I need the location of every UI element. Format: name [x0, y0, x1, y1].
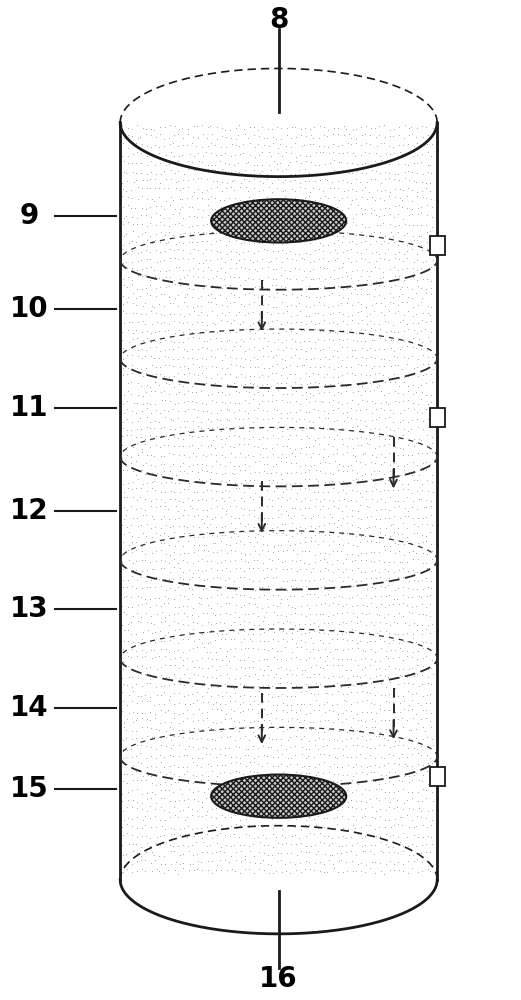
Text: 13: 13 — [10, 595, 48, 623]
Bar — [430, 767, 445, 786]
Text: 8: 8 — [269, 6, 289, 34]
Ellipse shape — [211, 775, 346, 818]
Ellipse shape — [211, 199, 346, 243]
Text: 14: 14 — [10, 694, 48, 722]
Text: 11: 11 — [10, 394, 48, 422]
Bar — [430, 236, 445, 255]
Text: 16: 16 — [259, 965, 298, 993]
Text: 12: 12 — [10, 497, 48, 525]
Bar — [430, 408, 445, 427]
Text: 15: 15 — [10, 775, 48, 803]
Text: 9: 9 — [20, 202, 39, 230]
Text: 10: 10 — [10, 295, 48, 323]
